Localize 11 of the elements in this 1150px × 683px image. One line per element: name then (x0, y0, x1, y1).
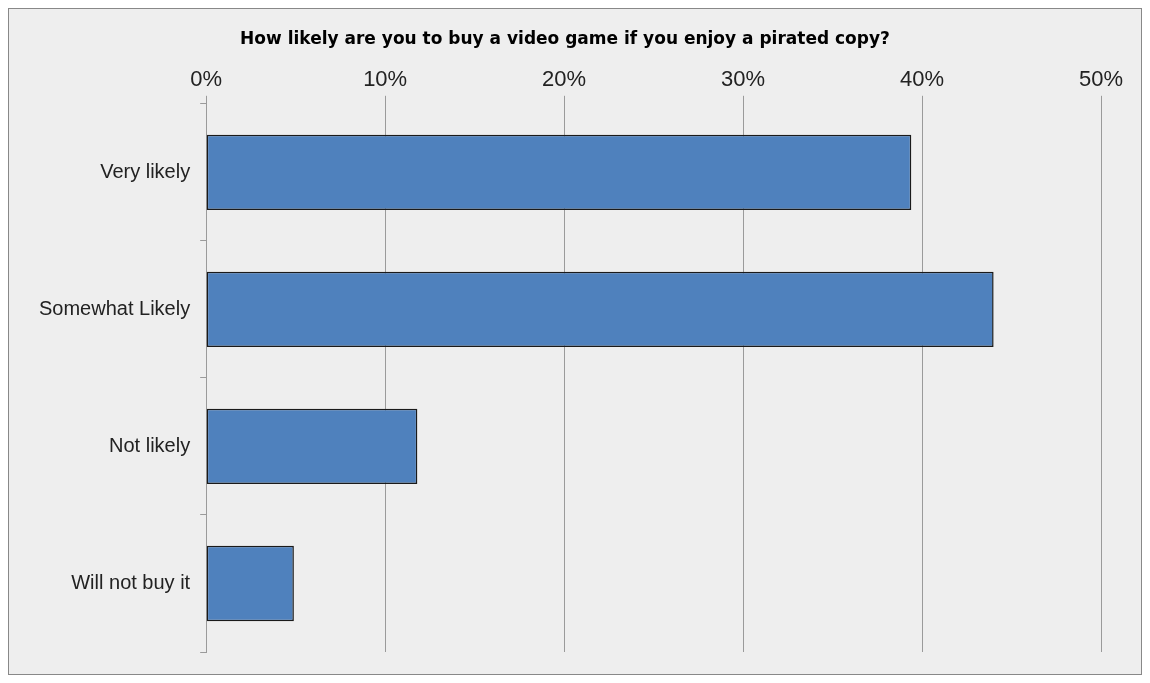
x-tick-label: 0% (190, 65, 223, 91)
y-tick-label: Will not buy it (71, 570, 191, 593)
y-tick-label: Very likely (100, 159, 191, 182)
chart-title: How likely are you to buy a video game if you enjoy a pirated copy? (240, 27, 890, 48)
x-tick-label: 30% (721, 65, 766, 91)
y-tick-label: Not likely (109, 433, 191, 456)
x-tick-label: 40% (900, 65, 945, 91)
y-tick-label: Somewhat Likely (38, 296, 191, 319)
x-tick-label: 50% (1078, 65, 1124, 91)
x-tick-label: 10% (363, 65, 408, 91)
x-tick-label: 20% (542, 65, 587, 91)
